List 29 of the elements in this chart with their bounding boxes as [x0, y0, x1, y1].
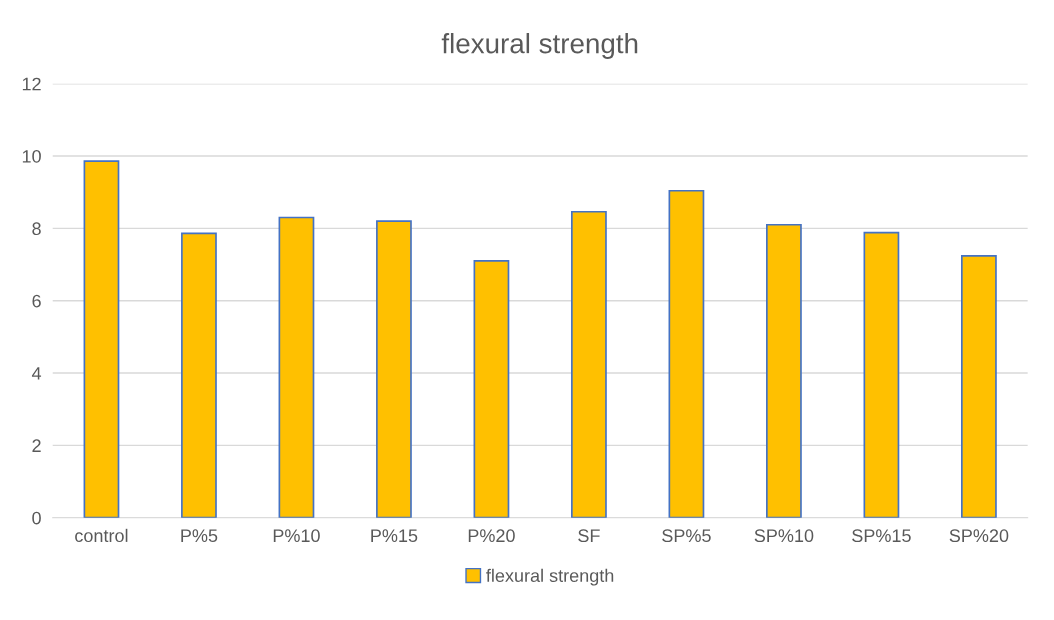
chart-title: flexural strength	[441, 33, 638, 59]
y-tick-label: 6	[32, 294, 41, 308]
x-tick-label: P%20	[468, 529, 515, 543]
x-tick-label: control	[75, 528, 128, 543]
bar	[863, 231, 900, 518]
bar	[278, 216, 315, 518]
bar	[766, 223, 802, 518]
x-tick-label: SP%5	[662, 529, 711, 543]
bar	[668, 189, 705, 518]
y-tick-label: 10	[22, 149, 41, 163]
x-tick-label: P%15	[371, 529, 418, 543]
y-tick-label: 0	[32, 511, 41, 525]
y-tick-label: 12	[22, 77, 41, 91]
x-tick-label: SF	[578, 529, 600, 543]
x-tick-label: SP%10	[754, 529, 814, 543]
x-tick-label: P%10	[273, 529, 320, 543]
y-tick-label: 4	[31, 367, 42, 380]
bar	[571, 210, 607, 518]
bar	[376, 220, 412, 518]
y-tick-label: 2	[32, 439, 41, 452]
x-tick-label: SP%20	[949, 529, 1009, 543]
x-tick-label: P%5	[181, 529, 218, 543]
bar	[961, 255, 997, 518]
y-tick-label: 8	[32, 222, 41, 236]
bar	[181, 232, 217, 518]
bar	[83, 160, 120, 518]
x-tick-label: SP%15	[852, 529, 911, 543]
legend-label: flexural strength	[486, 568, 614, 586]
bar	[473, 260, 510, 518]
